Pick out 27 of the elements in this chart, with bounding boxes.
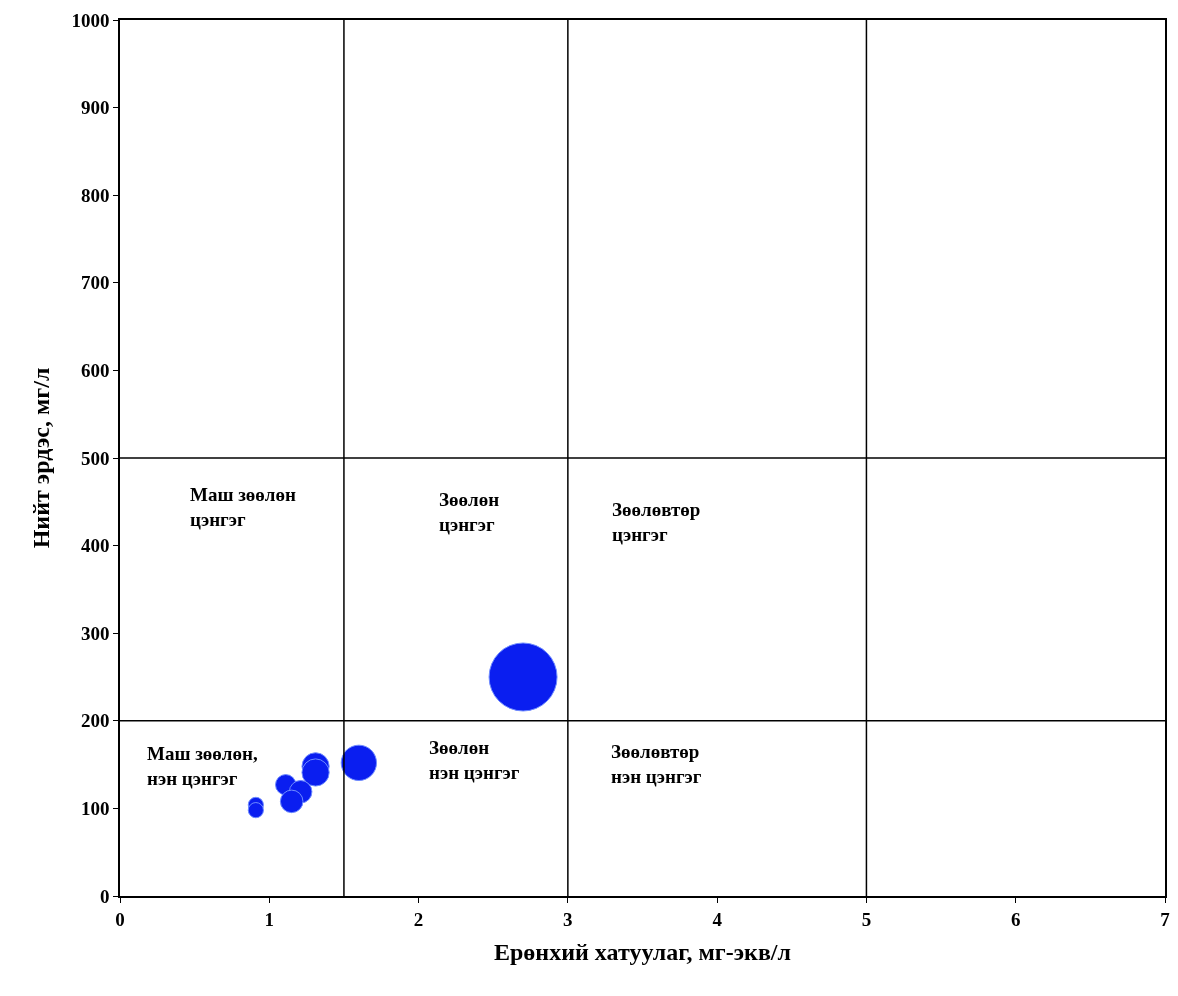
y-tick-label: 200 [80, 710, 110, 732]
x-axis-title: Ерөнхий хатуулаг, мг-экв/л [494, 939, 791, 966]
annotation: Зөөлөвтөр цэнгэг [612, 499, 701, 545]
x-tick-label: 1 [264, 908, 275, 930]
x-tick-label: 0 [115, 908, 125, 930]
y-axis-title: Нийт эрдэс, мг/л [28, 367, 55, 549]
y-tick-label: 800 [80, 184, 110, 206]
x-tick-label: 7 [1160, 908, 1171, 930]
y-tick-label: 300 [80, 622, 110, 644]
y-tick-label: 900 [80, 97, 110, 119]
y-tick-label: 100 [80, 798, 110, 820]
y-tick-label: 1000 [71, 9, 110, 31]
annotation: Зөөлөвтөр нэн цэнгэг [611, 741, 702, 787]
annotation: Маш зөөлөн, нэн цэнгэг [147, 743, 258, 789]
y-tick-label: 600 [80, 360, 110, 382]
annotation: Маш зөөлөн цэнгэг [190, 484, 297, 530]
y-tick-label: 700 [80, 272, 110, 294]
x-tick-label: 6 [1010, 908, 1021, 930]
annotation: Зөөлөн цэнгэг [439, 489, 500, 535]
x-tick-label: 4 [712, 908, 723, 930]
annotation: Зөөлөн нэн цэнгэг [429, 737, 520, 783]
x-tick-label: 2 [413, 908, 424, 930]
x-tick-label: 3 [563, 908, 573, 930]
y-tick-label: 500 [80, 447, 110, 469]
y-tick-label: 0 [99, 885, 110, 907]
x-tick-label: 5 [861, 908, 872, 930]
y-tick-label: 400 [80, 535, 110, 557]
